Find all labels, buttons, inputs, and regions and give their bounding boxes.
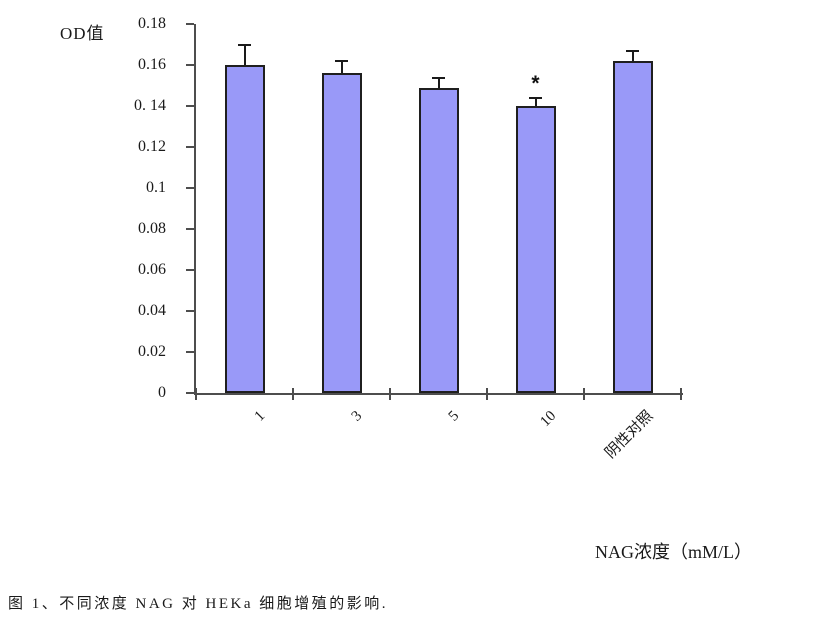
y-tick-mark [186,187,194,189]
y-tick-label: 0. 14 [134,97,166,114]
y-tick-mark [186,64,194,66]
y-tick-label: 0.08 [138,220,166,237]
y-tick-label: 0.06 [138,261,166,278]
error-bar-cap [626,49,639,52]
x-tick-mark [292,388,294,400]
bar [418,87,459,393]
y-tick-label: 0 [158,384,166,401]
y-axis-title: OD值 [60,24,105,43]
significance-star: * [531,71,540,95]
y-tick-mark [186,105,194,107]
y-tick-mark [186,351,194,353]
y-tick-mark [186,392,194,394]
y-tick-label: 0.18 [138,15,166,32]
x-tick-mark [389,388,391,400]
error-bar-stem [631,50,634,61]
y-tick-mark [186,228,194,230]
y-tick-mark [186,310,194,312]
y-tick-label: 0.16 [138,56,166,73]
y-tick-mark [186,23,194,25]
y-tick-label: 0.1 [146,179,166,196]
x-tick-mark [680,388,682,400]
x-axis-title: NAG浓度（mM/L） [595,542,752,562]
x-axis-line [194,393,683,395]
y-axis-line [194,24,196,395]
x-tick-mark [486,388,488,400]
error-bar-cap [238,43,251,46]
bar [321,73,362,393]
y-tick-label: 0.02 [138,343,166,360]
y-tick-label: 0.04 [138,302,166,319]
error-bar-stem [340,60,343,74]
figure-caption: 图 1、不同浓度 NAG 对 HEKa 细胞增殖的影响. [8,596,388,612]
y-tick-mark [186,146,194,148]
y-tick-mark [186,269,194,271]
bar [515,106,556,393]
error-bar-stem [534,97,537,106]
error-bar-stem [437,78,440,88]
bar [612,60,653,393]
error-bar-stem [243,44,246,65]
error-bar-cap [529,96,542,99]
error-bar-cap [432,77,445,80]
x-tick-mark [195,388,197,400]
bar [224,65,265,393]
y-tick-label: 0.12 [138,138,166,155]
error-bar-cap [335,59,348,62]
x-tick-mark [583,388,585,400]
